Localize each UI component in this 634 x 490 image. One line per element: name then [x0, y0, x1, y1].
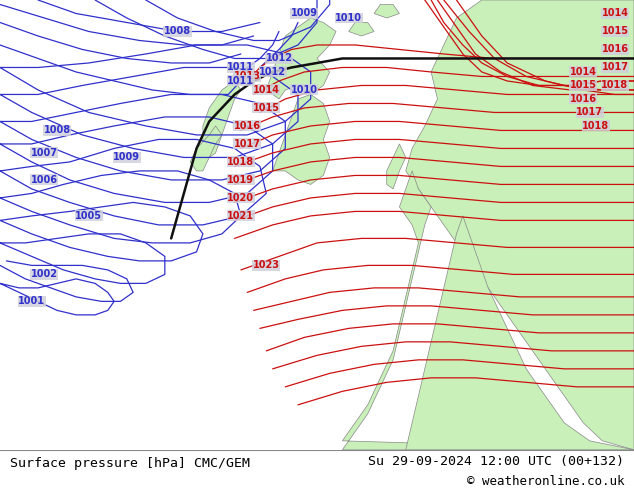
Polygon shape [273, 95, 330, 184]
Polygon shape [406, 0, 634, 450]
Text: 1010: 1010 [291, 85, 318, 95]
Text: 1021: 1021 [228, 211, 254, 221]
Polygon shape [406, 216, 634, 450]
Text: 1006: 1006 [31, 175, 58, 185]
Text: Surface pressure [hPa] CMC/GEM: Surface pressure [hPa] CMC/GEM [10, 457, 250, 470]
Text: 1018: 1018 [602, 80, 628, 91]
Text: 1001: 1001 [18, 296, 45, 306]
Text: 1020: 1020 [228, 193, 254, 203]
Text: 1015: 1015 [602, 26, 628, 36]
Text: 1018: 1018 [228, 157, 254, 167]
Text: 1014: 1014 [570, 67, 597, 77]
Text: © weatheronline.co.uk: © weatheronline.co.uk [467, 475, 624, 488]
Text: 1008: 1008 [44, 125, 70, 135]
Text: 1023: 1023 [253, 260, 280, 270]
Polygon shape [342, 171, 634, 450]
Text: 1014: 1014 [602, 8, 628, 19]
Text: Su 29-09-2024 12:00 UTC (00+132): Su 29-09-2024 12:00 UTC (00+132) [368, 455, 624, 467]
Polygon shape [387, 144, 406, 189]
Text: 1015: 1015 [570, 80, 597, 91]
Text: 1014: 1014 [253, 85, 280, 95]
Text: 1011: 1011 [228, 76, 254, 86]
Polygon shape [190, 126, 222, 171]
Polygon shape [203, 81, 241, 157]
Text: 1008: 1008 [164, 26, 191, 36]
Text: 1012: 1012 [266, 53, 292, 64]
Text: 1009: 1009 [113, 152, 140, 163]
Text: 1010: 1010 [335, 13, 362, 23]
Text: 1016: 1016 [570, 94, 597, 104]
Text: 1015: 1015 [253, 103, 280, 113]
Text: 1011: 1011 [228, 62, 254, 73]
Text: 1016: 1016 [234, 121, 261, 131]
Polygon shape [266, 18, 336, 99]
Text: 1017: 1017 [602, 62, 628, 73]
Text: 1007: 1007 [31, 148, 58, 158]
Polygon shape [349, 23, 374, 36]
Text: 1012: 1012 [259, 67, 286, 77]
Text: 1005: 1005 [75, 211, 102, 221]
Text: 1002: 1002 [31, 270, 58, 279]
Polygon shape [374, 4, 399, 18]
Text: 1017: 1017 [576, 107, 603, 118]
Text: 1018: 1018 [583, 121, 609, 131]
Text: 1016: 1016 [602, 45, 628, 54]
Text: 1017: 1017 [234, 139, 261, 149]
Text: 1013: 1013 [234, 72, 261, 81]
Text: 1009: 1009 [291, 8, 318, 19]
Text: 1019: 1019 [228, 175, 254, 185]
